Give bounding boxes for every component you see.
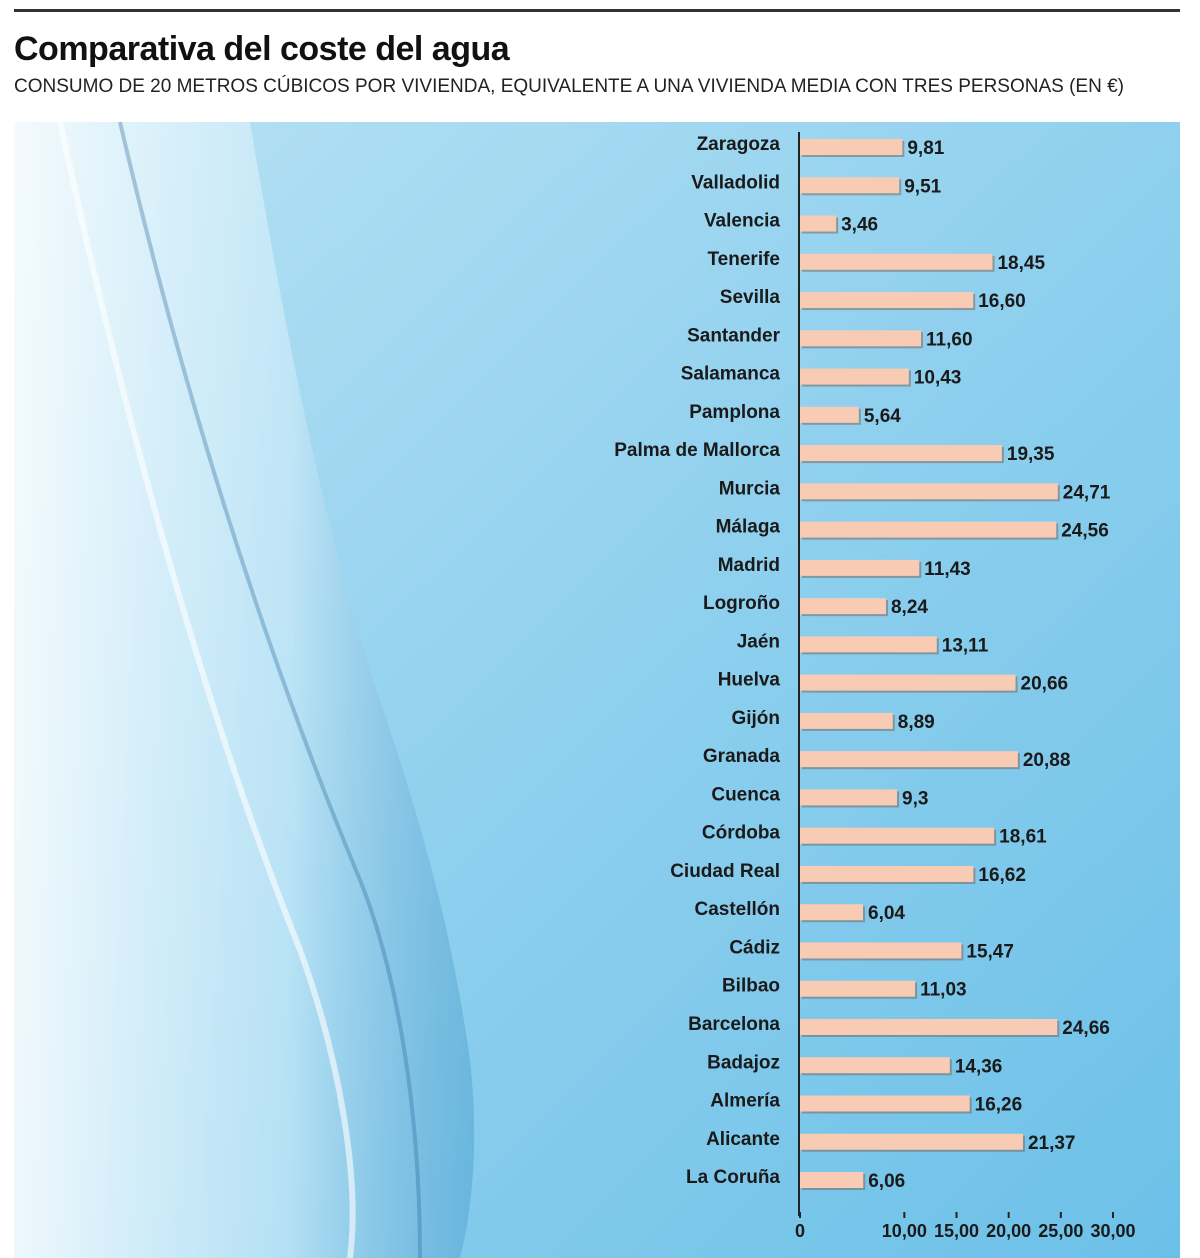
x-tick-label: 25,00 (1038, 1221, 1083, 1241)
value-label: 11,03 (920, 980, 967, 1001)
value-label: 9,81 (907, 138, 944, 159)
top-rule (14, 9, 1180, 12)
bar (800, 445, 1002, 462)
value-label: 9,3 (902, 788, 928, 809)
bar (800, 980, 916, 997)
category-label: Madrid (718, 555, 780, 576)
category-label: Ciudad Real (670, 861, 780, 882)
value-label: 6,04 (868, 903, 905, 924)
category-label: Logroño (703, 593, 780, 614)
category-label: Castellón (694, 899, 780, 920)
value-label: 8,24 (891, 597, 928, 618)
x-tick-label: 30,00 (1090, 1221, 1135, 1241)
bar (800, 942, 962, 959)
bar (800, 292, 974, 309)
category-label: Valladolid (691, 172, 780, 193)
value-label: 13,11 (942, 635, 989, 656)
value-label: 11,60 (926, 329, 973, 350)
bar (800, 598, 886, 615)
bar (800, 1018, 1058, 1035)
value-label: 5,64 (864, 406, 901, 427)
x-tick-label: 20,00 (986, 1221, 1031, 1241)
category-label: Bilbao (722, 976, 780, 997)
value-label: 16,26 (975, 1095, 1023, 1116)
value-label: 3,46 (841, 215, 878, 236)
category-label: Cádiz (729, 937, 780, 958)
bar (800, 1172, 864, 1189)
bar (800, 483, 1058, 500)
category-label: Palma de Mallorca (614, 440, 780, 461)
category-label: Salamanca (681, 364, 781, 385)
bar (800, 406, 859, 423)
category-label: Jaén (737, 631, 780, 652)
bar (800, 177, 900, 194)
category-label: La Coruña (686, 1167, 780, 1188)
value-label: 24,71 (1063, 482, 1111, 503)
value-label: 11,43 (924, 559, 971, 580)
x-tick-label: 15,00 (934, 1221, 979, 1241)
category-label: Tenerife (707, 249, 780, 270)
value-label: 21,37 (1028, 1133, 1076, 1154)
bar (800, 1095, 970, 1112)
x-tick-label: 10,00 (882, 1221, 927, 1241)
bar (800, 751, 1018, 768)
category-label: Cuenca (711, 784, 780, 805)
category-label: Badajoz (707, 1052, 780, 1073)
category-label: Córdoba (702, 823, 781, 844)
value-label: 16,62 (978, 865, 1026, 886)
value-label: 20,88 (1023, 750, 1071, 771)
value-label: 18,61 (999, 827, 1047, 848)
bar (800, 904, 864, 921)
value-label: 14,36 (955, 1056, 1003, 1077)
bar (800, 674, 1016, 691)
category-label: Granada (703, 746, 781, 767)
bar (800, 559, 920, 576)
value-label: 10,43 (914, 368, 962, 389)
bar (800, 712, 893, 729)
category-label: Almería (710, 1091, 780, 1112)
value-label: 20,66 (1021, 674, 1069, 695)
value-label: 24,56 (1061, 521, 1109, 542)
category-label: Murcia (719, 478, 781, 499)
value-label: 9,51 (904, 176, 941, 197)
value-label: 19,35 (1007, 444, 1055, 465)
chart-subtitle: CONSUMO DE 20 METROS CÚBICOS POR VIVIEND… (14, 76, 1124, 97)
category-label: Huelva (718, 670, 781, 691)
value-label: 15,47 (966, 941, 1014, 962)
bar (800, 330, 922, 347)
bar (800, 215, 837, 232)
category-label: Gijón (731, 708, 780, 729)
bar (800, 789, 898, 806)
bar (800, 368, 909, 385)
value-label: 24,66 (1062, 1018, 1110, 1039)
bar (800, 253, 993, 270)
bar (800, 827, 995, 844)
bar (800, 865, 974, 882)
bar (800, 636, 937, 653)
category-label: Zaragoza (697, 134, 781, 155)
category-label: Valencia (704, 211, 780, 232)
bar (800, 139, 903, 155)
bar (800, 1133, 1023, 1150)
bar (800, 1057, 950, 1074)
value-label: 8,89 (898, 712, 935, 733)
value-label: 18,45 (997, 253, 1045, 274)
chart-title: Comparativa del coste del agua (14, 30, 510, 68)
category-label: Sevilla (720, 287, 781, 308)
x-tick-label: 0 (795, 1221, 805, 1241)
category-label: Pamplona (689, 402, 780, 423)
value-label: 16,60 (978, 291, 1026, 312)
water-decoration (118, 121, 422, 1258)
bar (800, 521, 1057, 538)
category-label: Santander (687, 325, 781, 346)
category-label: Barcelona (688, 1014, 780, 1035)
category-label: Alicante (706, 1129, 780, 1150)
water-decoration (57, 121, 356, 1258)
value-label: 6,06 (868, 1171, 905, 1192)
category-label: Málaga (716, 517, 781, 538)
